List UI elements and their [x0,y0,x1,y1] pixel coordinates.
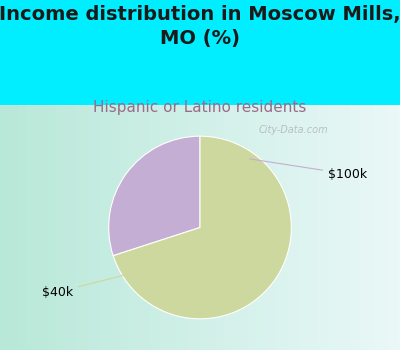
Text: Hispanic or Latino residents: Hispanic or Latino residents [93,100,307,115]
Text: Income distribution in Moscow Mills,
MO (%): Income distribution in Moscow Mills, MO … [0,5,400,48]
Wedge shape [109,136,200,256]
Text: $40k: $40k [42,275,125,299]
Text: $100k: $100k [250,159,367,181]
Wedge shape [113,136,291,319]
Text: City-Data.com: City-Data.com [259,125,328,134]
